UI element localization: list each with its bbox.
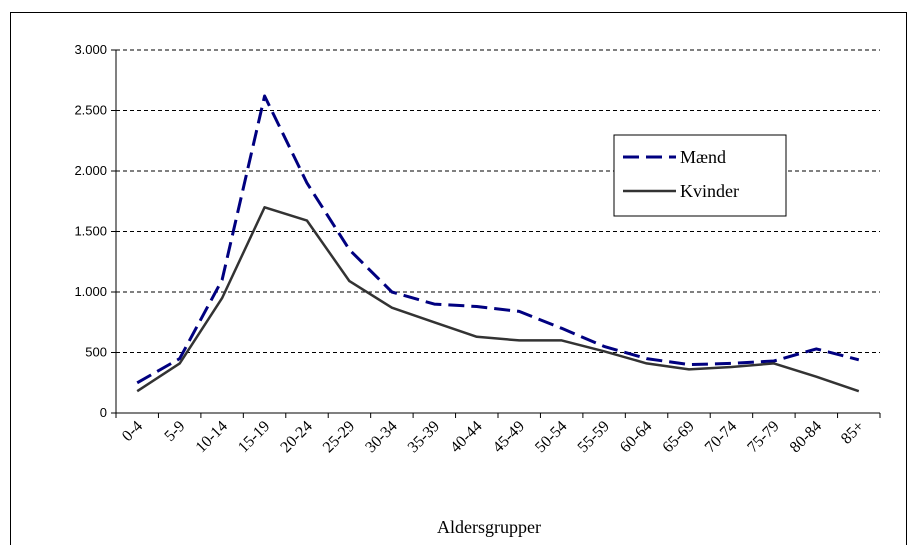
x-tick-label: 35-39 bbox=[405, 418, 443, 456]
legend-label: Mænd bbox=[680, 147, 726, 167]
y-tick-label: 2.000 bbox=[74, 163, 107, 178]
x-tick-label: 0-4 bbox=[119, 418, 146, 445]
y-tick-label: 2.500 bbox=[74, 103, 107, 118]
chart-frame: 0 500 1.000 1.500 2.000 2.500 3.000 0-4 5-9 10-14… bbox=[10, 12, 907, 545]
x-tick-label: 60-64 bbox=[617, 418, 655, 456]
x-tick-label: 30-34 bbox=[362, 418, 400, 456]
x-tick-label: 55-59 bbox=[575, 418, 613, 456]
x-tick-label: 75-79 bbox=[744, 418, 782, 456]
y-tick-label: 1.500 bbox=[74, 224, 107, 239]
line-chart: 0 500 1.000 1.500 2.000 2.500 3.000 0-4 5-9 10-14… bbox=[74, 42, 881, 537]
y-tick-label: 1.000 bbox=[74, 284, 107, 299]
x-tick-label: 80-84 bbox=[787, 418, 825, 456]
x-tick-label: 20-24 bbox=[277, 418, 315, 456]
y-tick-label: 0 bbox=[100, 405, 107, 420]
series-line-maend bbox=[136, 94, 860, 385]
legend-box bbox=[613, 134, 787, 217]
x-tick-label: 45-49 bbox=[490, 418, 528, 456]
x-tick-label: 50-54 bbox=[532, 418, 570, 456]
series-line-kvinder bbox=[136, 206, 860, 393]
x-tick-label: 25-29 bbox=[320, 418, 358, 456]
x-tick-label: 15-19 bbox=[235, 418, 273, 456]
x-tick-label: 70-74 bbox=[702, 418, 740, 456]
y-tick-label: 3.000 bbox=[74, 42, 107, 57]
legend-label: Kvinder bbox=[680, 181, 739, 201]
x-axis-title: Aldersgrupper bbox=[437, 517, 541, 537]
x-tick-label: 10-14 bbox=[193, 418, 231, 456]
y-tick-label: 500 bbox=[85, 345, 107, 360]
x-tick-label: 40-44 bbox=[447, 418, 485, 456]
x-tick-label: 5-9 bbox=[161, 418, 188, 445]
x-tick-label: 85+ bbox=[838, 418, 868, 448]
x-tick-label: 65-69 bbox=[659, 418, 697, 456]
